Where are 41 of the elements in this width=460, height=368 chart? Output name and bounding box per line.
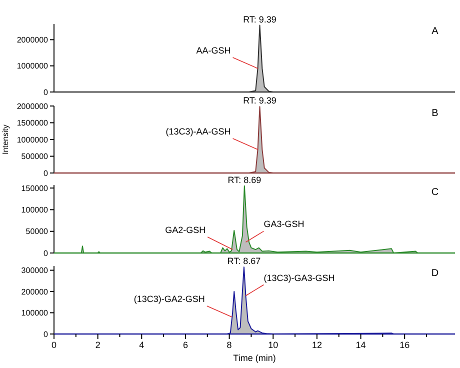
x-tick-label: 14 (356, 340, 366, 350)
y-tick-label: 200000 (21, 287, 49, 296)
annotation: GA3-GSH (264, 219, 304, 230)
annotation: (13C3)-AA-GSH (166, 126, 231, 137)
y-tick-label: 300000 (21, 266, 49, 276)
x-tick-label: 2 (95, 340, 100, 350)
y-axis-title: Intensity (1, 124, 10, 154)
chart-title: B (432, 108, 439, 119)
y-tick-label: 0 (44, 88, 49, 97)
chart-title: A (432, 26, 439, 37)
y-tick-label: 1500000 (16, 118, 49, 128)
y-tick-label: 1000000 (16, 62, 49, 71)
chart-title: D (431, 268, 439, 279)
y-tick-label: 500000 (21, 152, 49, 162)
y-tick-label: 100000 (21, 308, 49, 318)
annotation: RT: 8.67 (227, 256, 261, 266)
annotation: RT: 8.69 (228, 174, 262, 185)
x-tick-label: 6 (182, 340, 188, 350)
y-tick-label: 50000 (26, 227, 49, 236)
annotation: RT: 9.39 (243, 96, 276, 106)
annotation: GA2-GSH (165, 225, 206, 235)
chart-title: C (431, 187, 439, 198)
x-axis-title: Time (min) (233, 353, 276, 363)
x-tick-label: 10 (268, 340, 278, 350)
x-tick-label: 4 (139, 340, 144, 350)
annotation: RT: 9.39 (243, 14, 276, 24)
annotation: (13C3)-GA3-GSH (264, 272, 335, 283)
y-tick-label: 2000000 (16, 102, 49, 111)
x-tick-label: 12 (312, 340, 322, 350)
y-tick-label: 1000000 (16, 135, 49, 144)
y-tick-label: 2000000 (16, 35, 49, 44)
y-tick-label: 0 (44, 330, 49, 339)
y-tick-label: 100000 (21, 205, 49, 214)
y-tick-label: 150000 (21, 184, 49, 193)
annotation: (13C3)-GA2-GSH (134, 294, 205, 304)
x-tick-label: 8 (226, 340, 232, 350)
annotation: AA-GSH (196, 45, 231, 56)
x-tick-label: 0 (51, 340, 57, 350)
y-tick-label: 0 (44, 248, 49, 258)
x-tick-label: 16 (400, 340, 410, 350)
y-tick-label: 0 (44, 168, 49, 178)
